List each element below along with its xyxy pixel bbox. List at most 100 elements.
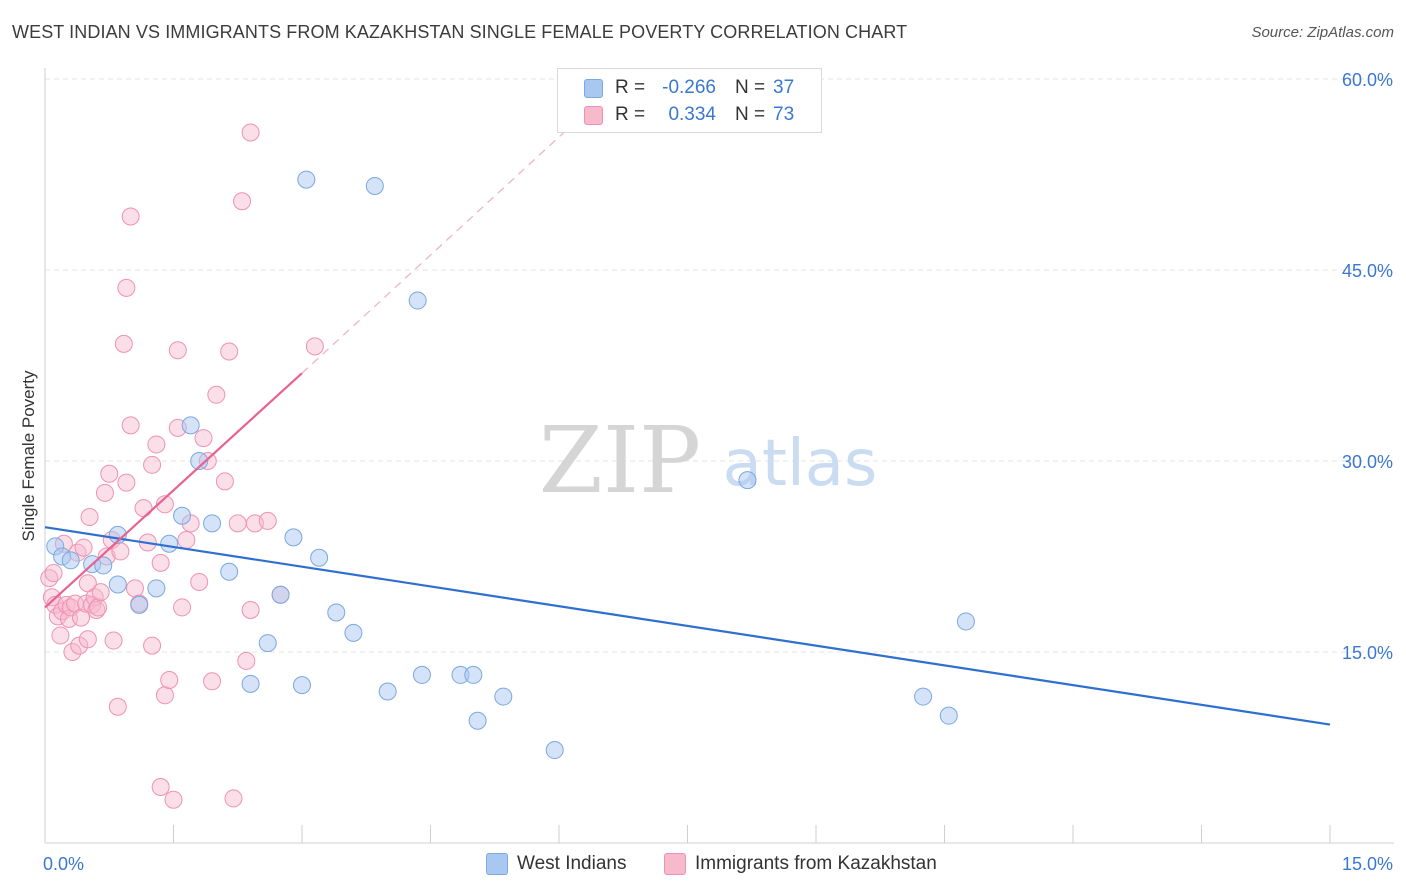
correlation-legend: R = -0.266 N = 37 R = 0.334 N = 73 <box>557 68 822 133</box>
kazakhstan-point <box>168 341 187 360</box>
legend-n-label: N = <box>735 104 766 125</box>
kazakhstan-point <box>89 598 108 617</box>
west-indians-point <box>220 562 239 581</box>
west-indians-point <box>344 623 363 642</box>
kazakhstan-point <box>258 511 277 530</box>
legend-r-value: -0.266 <box>662 77 716 98</box>
x-tick-label-min: 0.0% <box>43 854 84 874</box>
y-tick-label: 15.0% <box>1342 643 1393 663</box>
kazakhstan-point <box>87 600 106 619</box>
kazakhstan-point <box>51 626 70 645</box>
y-axis-title: Single Female Poverty <box>19 370 38 542</box>
kazakhstan-point <box>151 553 170 572</box>
kazakhstan-trend-extension <box>301 112 586 374</box>
legend-n-value: 37 <box>773 77 795 98</box>
west-indians-point <box>327 603 346 622</box>
kazakhstan-point <box>44 564 63 583</box>
kazakhstan-point <box>164 790 183 809</box>
west-indians-point <box>956 612 975 631</box>
legend-swatch-west-indians <box>584 79 603 98</box>
kazakhstan-point <box>224 789 243 808</box>
bottom-legend-label-west-indians: West Indians <box>517 853 627 874</box>
west-indians-point <box>412 665 431 684</box>
west-indians-point <box>468 711 487 730</box>
kazakhstan-point <box>125 579 144 598</box>
west-indians-point <box>271 585 290 604</box>
west-indians-point <box>203 514 222 533</box>
legend-swatch-kazakhstan <box>584 106 603 125</box>
tick-labels: 15.0% 30.0% 45.0% 60.0% 0.0% 15.0% <box>43 70 1393 874</box>
kazakhstan-point <box>114 334 133 353</box>
kazakhstan-point <box>173 598 192 617</box>
west-indians-point <box>94 556 113 575</box>
west-indians-point <box>378 682 397 701</box>
kazakhstan-point <box>108 697 127 716</box>
west-indians-point <box>914 687 933 706</box>
kazakhstan-point <box>104 631 123 650</box>
kazakhstan-point <box>117 278 136 297</box>
west-indians-point <box>310 548 329 567</box>
kazakhstan-point <box>203 672 222 691</box>
west-indians-point <box>738 471 757 490</box>
west-indians-point <box>241 674 260 693</box>
kazakhstan-point <box>134 499 153 518</box>
kazakhstan-point <box>155 686 174 705</box>
kazakhstan-point <box>121 416 140 435</box>
kazakhstan-point <box>220 342 239 361</box>
legend-row-west-indians: R = -0.266 N = 37 <box>558 74 821 102</box>
kazakhstan-point <box>241 600 260 619</box>
west-indians-point <box>61 551 80 570</box>
series-west-indians-points <box>46 170 975 760</box>
west-indians-point <box>297 170 316 189</box>
kazakhstan-point <box>177 530 196 549</box>
kazakhstan-point <box>80 508 99 527</box>
kazakhstan-trend-line <box>44 372 303 609</box>
kazakhstan-point <box>117 473 136 492</box>
west-indians-point <box>181 416 200 435</box>
kazakhstan-point <box>71 608 90 627</box>
axes <box>44 68 1394 844</box>
kazakhstan-point <box>190 572 209 591</box>
kazakhstan-point <box>305 337 324 356</box>
west-indians-point <box>284 528 303 547</box>
legend-r-value: 0.334 <box>668 104 716 125</box>
kazakhstan-point <box>155 495 174 514</box>
x-tick-label-max: 15.0% <box>1342 854 1393 874</box>
kazakhstan-point <box>95 483 114 502</box>
kazakhstan-point <box>100 464 119 483</box>
y-tick-label: 45.0% <box>1342 261 1393 281</box>
kazakhstan-point <box>147 435 166 454</box>
bottom-legend-swatch-kazakhstan <box>664 853 686 875</box>
bottom-legend-kazakhstan: Immigrants from Kazakhstan <box>664 852 964 876</box>
kazakhstan-point <box>215 472 234 491</box>
kazakhstan-point <box>121 207 140 226</box>
bottom-legend-label-kazakhstan: Immigrants from Kazakhstan <box>695 853 937 874</box>
west-indians-point <box>545 741 564 760</box>
kazakhstan-point <box>143 455 162 474</box>
legend-n-label: N = <box>735 77 766 98</box>
kazakhstan-point <box>74 538 93 557</box>
watermark-atlas: atlas <box>723 427 878 501</box>
west-indians-point <box>939 706 958 725</box>
west-indians-point <box>108 575 127 594</box>
west-indians-point <box>258 634 277 653</box>
y-tick-label: 30.0% <box>1342 452 1393 472</box>
kazakhstan-point <box>241 123 260 142</box>
west-indians-point <box>160 534 179 553</box>
legend-row-kazakhstan: R = 0.334 N = 73 <box>558 101 821 129</box>
bottom-legend-swatch-west-indians <box>486 853 508 875</box>
legend-r-label: R = <box>615 77 646 98</box>
legend-r-label: R = <box>615 104 646 125</box>
kazakhstan-point <box>233 192 252 211</box>
west-indians-point <box>147 579 166 598</box>
kazakhstan-point <box>143 636 162 655</box>
y-tick-label: 60.0% <box>1342 70 1393 90</box>
zipatlas-watermark: ZIP atlas <box>539 407 877 514</box>
west-indians-point <box>408 291 427 310</box>
kazakhstan-point <box>194 429 213 448</box>
trend-lines <box>44 112 1331 726</box>
bottom-legend-west-indians: West Indians <box>486 852 656 876</box>
legend-n-value: 73 <box>773 104 795 125</box>
kazakhstan-point <box>91 583 110 602</box>
